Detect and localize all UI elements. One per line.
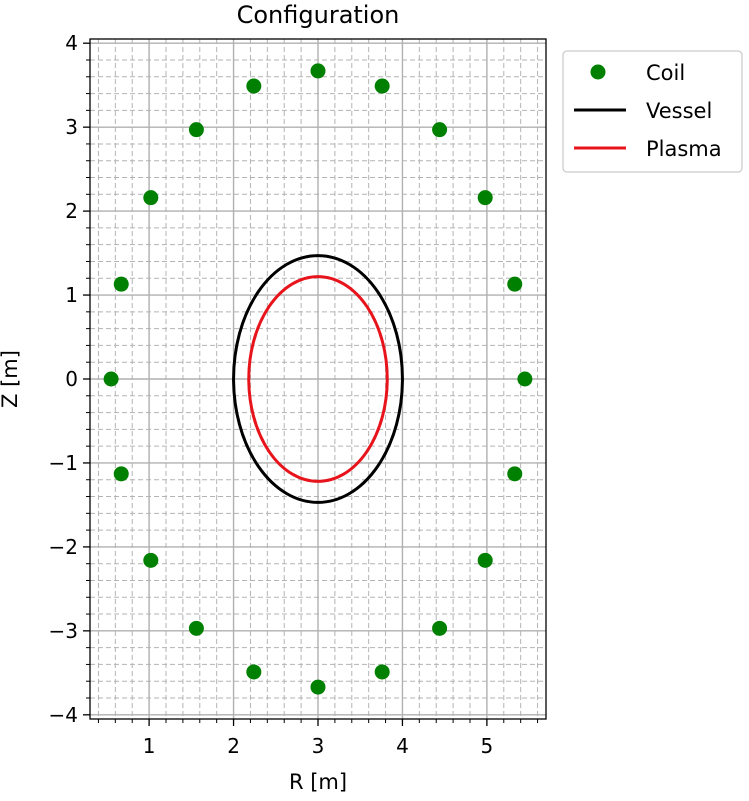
coil-point (517, 371, 533, 387)
coil-point (374, 664, 390, 680)
legend-plasma-label: Plasma (646, 137, 722, 161)
y-tick-label: −1 (49, 451, 78, 475)
y-tick-label: 2 (65, 199, 78, 223)
y-tick-label: 3 (65, 115, 78, 139)
chart-title: Configuration (237, 1, 400, 29)
coil-point (188, 620, 204, 636)
coil-point (432, 122, 448, 138)
legend-coil-label: Coil (646, 61, 685, 85)
x-tick-label: 1 (143, 734, 156, 758)
coil-point (188, 122, 204, 138)
x-tick-label: 5 (481, 734, 494, 758)
coil-point (507, 276, 523, 292)
coil-point (103, 371, 119, 387)
y-tick-label: 1 (65, 283, 78, 307)
coil-point (246, 664, 262, 680)
tick-layer: 1 2 3 4 5 −4 −3 −2 −1 0 1 2 3 4 (49, 31, 539, 758)
x-tick-label: 4 (396, 734, 409, 758)
coil-point (143, 190, 159, 206)
y-axis-label: Z [m] (0, 350, 22, 408)
grid-layer (90, 39, 546, 719)
coil-point (246, 78, 262, 94)
coil-point (310, 63, 326, 79)
point-layer (103, 63, 533, 695)
x-tick-label: 3 (312, 734, 325, 758)
legend-vessel-label: Vessel (646, 99, 712, 123)
x-tick-label: 2 (227, 734, 240, 758)
legend-box (562, 50, 743, 173)
coil-point (432, 620, 448, 636)
y-tick-label: 0 (65, 367, 78, 391)
coil-point (113, 276, 129, 292)
y-tick-label: −3 (49, 619, 78, 643)
coil-point (113, 466, 129, 482)
coil-point (143, 552, 159, 568)
plasma-outline (247, 275, 389, 483)
shape-layer (232, 254, 404, 504)
vessel-outline (232, 254, 404, 504)
y-tick-label: −2 (49, 535, 78, 559)
y-tick-label: 4 (65, 31, 78, 55)
x-axis-label: R [m] (289, 770, 347, 794)
coil-point (477, 190, 493, 206)
plot-frame (89, 38, 547, 720)
coil-point (477, 552, 493, 568)
coil-point (507, 466, 523, 482)
coil-point (374, 78, 390, 94)
legend: Coil Vessel Plasma (562, 50, 743, 173)
legend-coil-marker (590, 64, 606, 80)
coil-point (310, 679, 326, 695)
y-tick-label: −4 (49, 703, 78, 727)
